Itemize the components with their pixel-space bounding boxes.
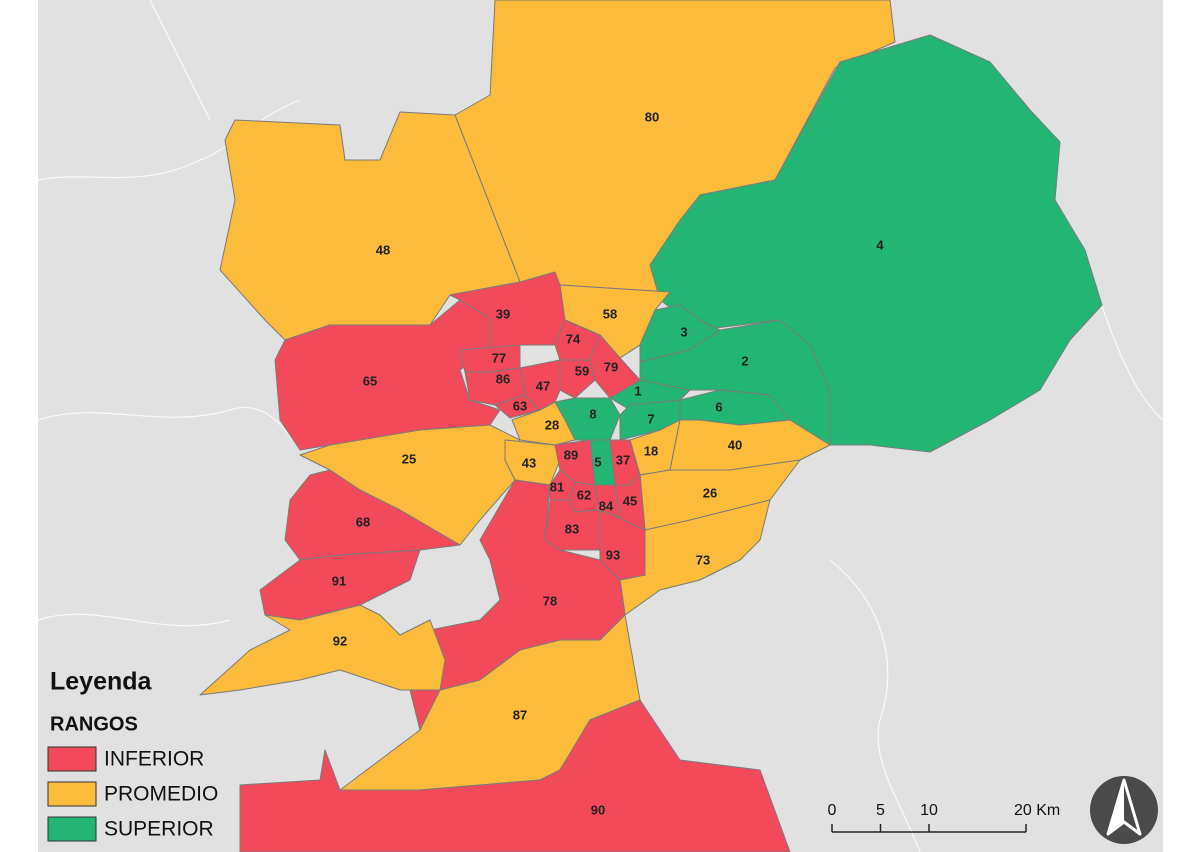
region-label: 68 (356, 514, 370, 529)
scale-bar: 0 5 10 20 Km (828, 802, 1060, 833)
region-label: 86 (496, 371, 510, 386)
legend-label: INFERIOR (104, 748, 204, 771)
region-label: 40 (728, 437, 742, 452)
region-label: 37 (616, 452, 630, 467)
legend-items: INFERIOR PROMEDIO SUPERIOR (47, 746, 218, 842)
region-label: 79 (604, 359, 618, 374)
region-label: 43 (522, 455, 536, 470)
scale-label: 0 (828, 802, 837, 819)
legend-swatch (47, 746, 97, 772)
boundary (829, 559, 921, 852)
legend: Leyenda RANGOS INFERIOR PROMEDIO SUPERIOR (47, 668, 218, 842)
region-label: 45 (623, 493, 637, 508)
legend-subtitle: RANGOS (50, 713, 138, 735)
boundary (149, 0, 211, 121)
region (649, 34, 1103, 453)
boundary (37, 613, 231, 627)
scale-label: 20 Km (1014, 802, 1060, 819)
legend-swatch (47, 816, 97, 842)
north-arrow (1090, 776, 1158, 844)
region-label: 4 (876, 237, 884, 252)
region-label: 3 (680, 324, 687, 339)
region (511, 401, 576, 446)
legend-swatch (47, 781, 97, 807)
region-label: 93 (606, 547, 620, 562)
region-label: 84 (599, 498, 614, 513)
region (614, 474, 646, 531)
region (544, 499, 601, 551)
region-label: 87 (513, 707, 527, 722)
region-label: 25 (402, 451, 416, 466)
region-label: 28 (545, 417, 559, 432)
region-label: 2 (741, 353, 748, 368)
region-label: 65 (363, 373, 377, 388)
region-label: 48 (376, 242, 390, 257)
region (459, 344, 521, 373)
region-label: 73 (696, 552, 710, 567)
region-label: 1 (634, 383, 641, 398)
north-arrow-half (1108, 780, 1124, 834)
legend-title: Leyenda (50, 668, 153, 696)
region (219, 111, 521, 341)
region-label: 5 (594, 454, 601, 469)
region-label: 91 (332, 573, 346, 588)
scale-label: 5 (876, 802, 885, 819)
region-label: 18 (644, 443, 658, 458)
region (274, 299, 501, 451)
region-label: 92 (333, 633, 347, 648)
region-label: 59 (575, 363, 589, 378)
region-label: 47 (536, 378, 550, 393)
region-label: 89 (564, 447, 578, 462)
region-label: 74 (566, 331, 581, 346)
region-label: 58 (603, 306, 617, 321)
region-label: 39 (496, 306, 510, 321)
region-label: 77 (492, 350, 506, 365)
scale-label: 10 (920, 802, 938, 819)
region-label: 81 (550, 479, 564, 494)
region-label: 7 (647, 411, 654, 426)
region-label: 62 (577, 487, 591, 502)
region (199, 604, 446, 696)
boundary (1099, 299, 1164, 421)
region-label: 26 (703, 485, 717, 500)
regions (199, 0, 1103, 852)
legend-label: PROMEDIO (104, 783, 218, 806)
region-label: 80 (645, 109, 659, 124)
region-label: 78 (543, 593, 557, 608)
region-label: 90 (591, 802, 605, 817)
region-label: 83 (565, 521, 579, 536)
region (239, 699, 791, 852)
boundary (37, 406, 301, 451)
region-label: 8 (589, 406, 596, 421)
region-label: 63 (513, 398, 527, 413)
legend-label: SUPERIOR (104, 818, 214, 841)
region-label: 6 (715, 399, 722, 414)
